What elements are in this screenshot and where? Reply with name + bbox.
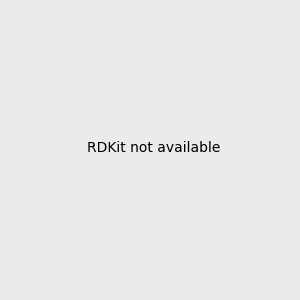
- Text: RDKit not available: RDKit not available: [87, 140, 220, 154]
